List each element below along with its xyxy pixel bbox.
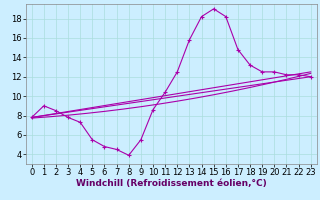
X-axis label: Windchill (Refroidissement éolien,°C): Windchill (Refroidissement éolien,°C)	[76, 179, 267, 188]
